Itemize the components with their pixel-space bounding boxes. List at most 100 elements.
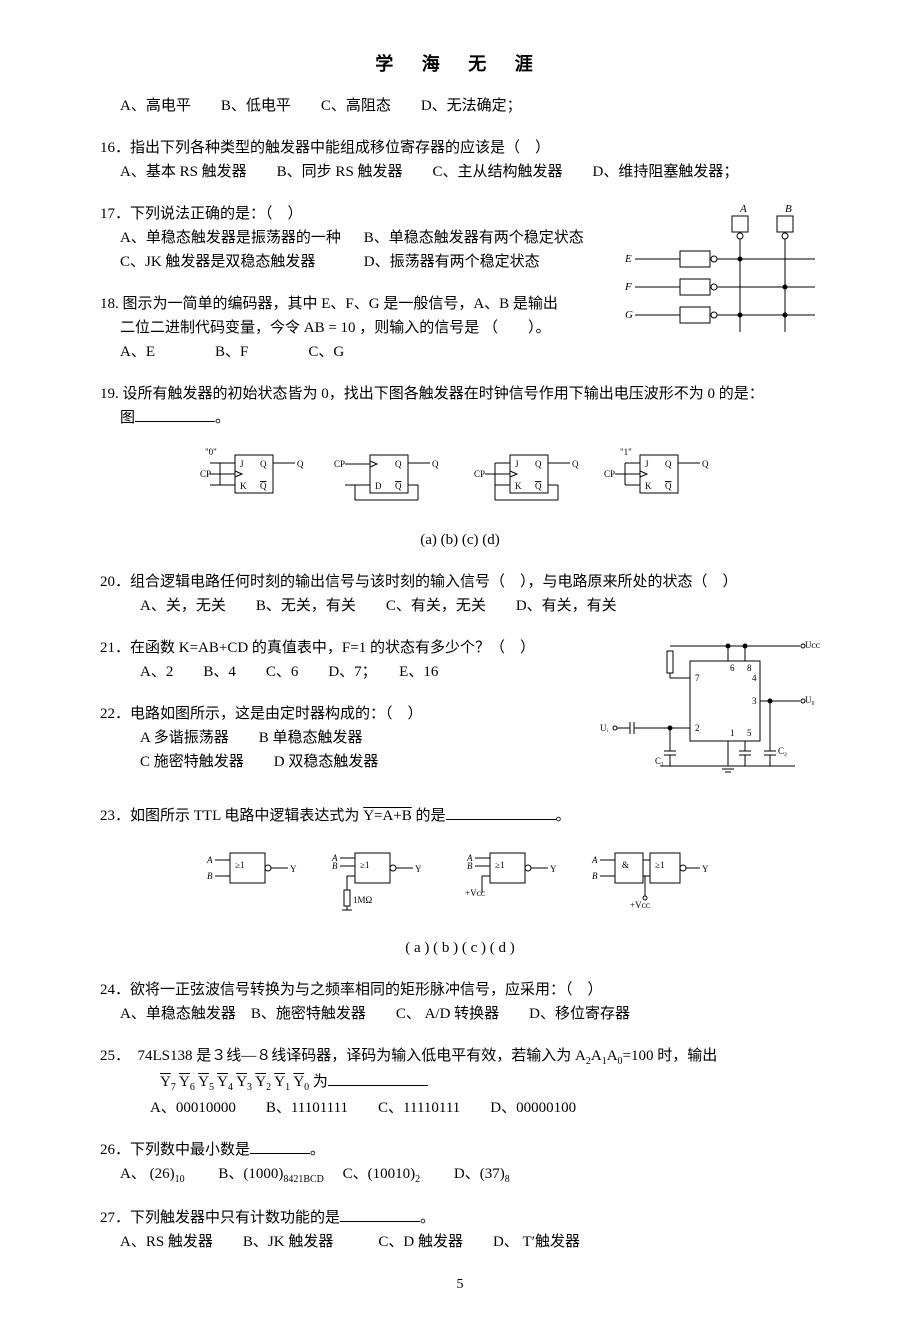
fig23c-label: ( c ) [462,940,486,956]
page-number: 5 [100,1274,820,1296]
y1: Y [274,1074,285,1090]
q16-stem: 16．指出下列各种类型的触发器中能组成移位寄存器的应该是（ ） [100,136,820,160]
svg-text:J: J [645,459,649,469]
svg-text:6: 6 [730,663,735,673]
q25-wei: 为 [313,1074,328,1090]
svg-text:U₀: U₀ [805,695,815,705]
y2: Y [255,1074,266,1090]
q25-opts: A、00010000 B、11101111 C、11110111 D、00000… [100,1096,820,1120]
q23-stem-b: 的是 [412,808,446,824]
svg-text:1MΩ: 1MΩ [353,895,373,905]
q27-blank [340,1206,420,1222]
q27-stem-b: 。 [420,1210,435,1226]
q25-blank [328,1070,428,1086]
q20: 20．组合逻辑电路任何时刻的输出信号与该时刻的输入信号（ ），与电路原来所处的状… [100,570,820,618]
svg-text:A: A [739,203,747,215]
y7: Y [160,1074,171,1090]
q25-stem-a: 25． 74LS138 是３线—８线译码器，译码为输入低电平有效，若输入为 A [100,1048,586,1064]
q20-stem: 20．组合逻辑电路任何时刻的输出信号与该时刻的输入信号（ ），与电路原来所处的状… [100,570,820,594]
q26-blank [250,1138,310,1154]
svg-text:Y: Y [702,864,709,874]
svg-text:Q: Q [702,459,709,469]
q25-A0: A [607,1048,618,1064]
y5: Y [198,1074,209,1090]
q26c-sub: 2 [415,1174,420,1185]
svg-text:CP: CP [334,459,345,469]
svg-text:B: B [785,203,792,215]
y4s: 4 [228,1082,233,1093]
fig19d-label: (d) [482,532,500,548]
svg-text:G: G [625,309,633,321]
svg-text:Q: Q [260,481,267,491]
svg-text:J: J [240,459,244,469]
q27-opts: A、RS 触发器 B、JK 触发器 C、D 触发器 D、 T′触发器 [100,1230,820,1254]
svg-text:K: K [645,481,652,491]
fig23a-label: ( a ) [405,940,429,956]
q26: 26．下列数中最小数是。 A、 (26)10 B、(1000)8421BCD C… [100,1138,820,1188]
y5s: 5 [209,1082,214,1093]
q25: 25． 74LS138 是３线—８线译码器，译码为输入低电平有效，若输入为 A 2… [100,1044,820,1120]
svg-text:Q: Q [665,481,672,491]
svg-text:5: 5 [747,728,752,738]
svg-text:A: A [206,855,213,865]
q17-c: C、JK 触发器是双稳态触发器 [120,250,360,274]
q16-opts: A、基本 RS 触发器 B、同步 RS 触发器 C、主从结构触发器 D、维持阻塞… [100,160,820,184]
q23-stem-a: 23．如图所示 TTL 电路中逻辑表达式为 [100,808,363,824]
svg-text:CP: CP [200,469,211,479]
svg-text:8: 8 [747,663,752,673]
svg-text:C₂: C₂ [778,746,787,756]
q19-l2a: 图 [120,410,135,426]
svg-text:2: 2 [695,723,700,733]
fig23b-label: ( b ) [433,940,458,956]
svg-text:Y: Y [550,864,557,874]
q15-options: A、高电平 B、低电平 C、高阻态 D、无法确定； [100,94,820,118]
q23-blank [446,804,556,820]
q26-stem-a: 26．下列数中最小数是 [100,1142,250,1158]
svg-text:≥1: ≥1 [655,860,664,870]
svg-text:1: 1 [730,728,735,738]
y0: Y [293,1074,304,1090]
q25-stem-b: =100 时，输出 [623,1048,718,1064]
svg-text:K: K [240,481,247,491]
svg-text:Q: Q [665,459,672,469]
svg-text:Q: Q [572,459,579,469]
q25-A1: A [591,1048,602,1064]
svg-text:3: 3 [752,696,757,706]
q23-figures: ≥1 Y A B ≥1 Y A B 1MΩ ≥1 Y A B [100,838,820,960]
svg-text:"0": "0" [205,447,217,457]
page-header: 学 海 无 涯 [100,50,820,79]
svg-text:≥1: ≥1 [235,860,244,870]
q27-stem-a: 27．下列触发器中只有计数功能的是 [100,1210,340,1226]
svg-text:Q: Q [395,459,402,469]
q26b-sub: 8421BCD [283,1174,324,1185]
fig19c-label: (c) [462,532,479,548]
y3: Y [236,1074,247,1090]
q26-stem-b: 。 [310,1142,325,1158]
fig19b-label: (b) [441,532,459,548]
y6: Y [179,1074,190,1090]
y4: Y [217,1074,228,1090]
svg-text:B: B [207,871,213,881]
q23-expr: Y=A+B [363,808,412,824]
svg-text:K: K [515,481,522,491]
q27: 27．下列触发器中只有计数功能的是 。 A、RS 触发器 B、JK 触发器 C、D… [100,1206,820,1254]
svg-text:Q: Q [297,459,304,469]
y2s: 2 [266,1082,271,1093]
q26a: A、 (26) [120,1166,175,1182]
svg-text:Q: Q [535,481,542,491]
q26c: C、(10010) [328,1166,416,1182]
q19-l2b: 。 [215,410,230,426]
svg-text:Q: Q [395,481,402,491]
svg-text:E: E [624,253,632,265]
y0s: 0 [304,1082,309,1093]
svg-text:C₁: C₁ [655,756,664,766]
svg-text:Q: Q [432,459,439,469]
svg-text:"1": "1" [620,447,632,457]
svg-text:CP: CP [604,469,615,479]
q19-figures: "0" CP JQ KQ Q CP D QQ Q [100,440,820,552]
q26d-sub: 8 [505,1174,510,1185]
svg-text:B: B [592,871,598,881]
svg-text:&: & [622,860,629,870]
q19: 19. 设所有触发器的初始状态皆为 0，找出下图各触发器在时钟信号作用下输出电压… [100,382,820,552]
q24-stem: 24．欲将一正弦波信号转换为与之频率相同的矩形脉冲信号，应采用：（ ） [100,978,820,1002]
